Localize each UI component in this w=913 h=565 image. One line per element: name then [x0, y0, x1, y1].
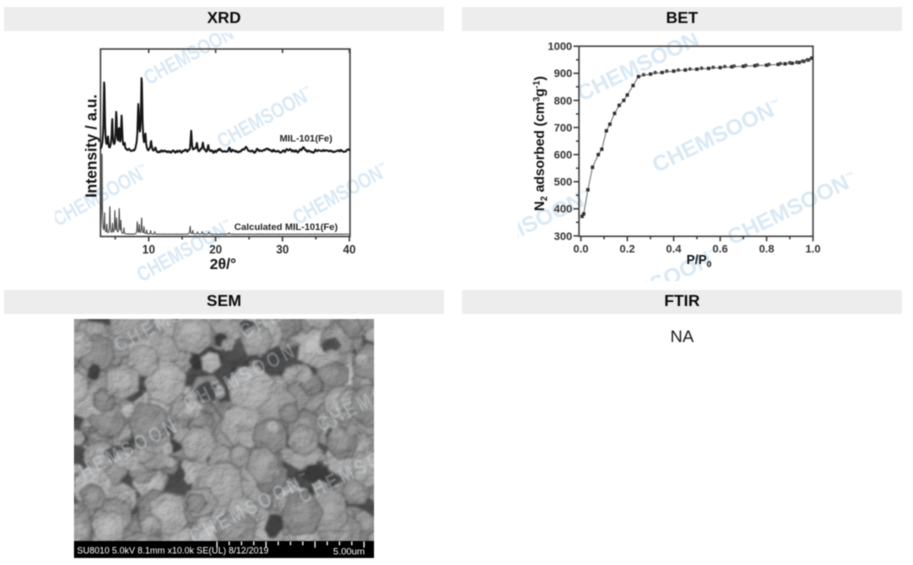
- svg-text:1000: 1000: [548, 41, 572, 53]
- svg-text:300: 300: [554, 231, 572, 243]
- svg-text:0.2: 0.2: [620, 244, 635, 256]
- svg-text:40: 40: [343, 245, 356, 257]
- svg-text:30: 30: [276, 245, 289, 257]
- svg-text:400: 400: [554, 204, 572, 216]
- svg-text:900: 900: [554, 68, 572, 80]
- svg-text:SU8010 5.0kV 8.1mm x10.0k SE(U: SU8010 5.0kV 8.1mm x10.0k SE(UL) 8/12/20…: [77, 546, 269, 556]
- svg-text:0.4: 0.4: [666, 244, 682, 256]
- svg-text:CHEMSOON™: CHEMSOON™: [648, 93, 786, 177]
- svg-text:CHEMSOON™: CHEMSOON™: [289, 158, 393, 230]
- svg-text:N2 adsorbed (cm3g-1): N2 adsorbed (cm3g-1): [532, 76, 549, 211]
- svg-text:Calculated MIL-101(Fe): Calculated MIL-101(Fe): [234, 222, 337, 233]
- svg-text:0.0: 0.0: [573, 244, 588, 256]
- svg-text:CHEMSOON™: CHEMSOON™: [573, 22, 711, 106]
- svg-text:0.6: 0.6: [713, 244, 728, 256]
- svg-text:CHEMSOON™: CHEMSOON™: [140, 18, 244, 90]
- svg-text:P/P0: P/P0: [687, 253, 712, 269]
- svg-text:20: 20: [209, 245, 222, 257]
- svg-text:5.00um: 5.00um: [333, 547, 365, 558]
- svg-text:800: 800: [554, 95, 572, 107]
- svg-text:MIL-101(Fe): MIL-101(Fe): [280, 134, 333, 145]
- svg-text:500: 500: [554, 177, 572, 189]
- svg-text:1.0: 1.0: [805, 244, 820, 256]
- svg-text:2θ/°: 2θ/°: [210, 256, 237, 273]
- svg-text:600: 600: [554, 150, 572, 162]
- svg-text:Intensity / a.u.: Intensity / a.u.: [84, 94, 101, 197]
- svg-text:700: 700: [554, 122, 572, 134]
- svg-text:10: 10: [142, 245, 155, 257]
- svg-text:0.8: 0.8: [759, 244, 774, 256]
